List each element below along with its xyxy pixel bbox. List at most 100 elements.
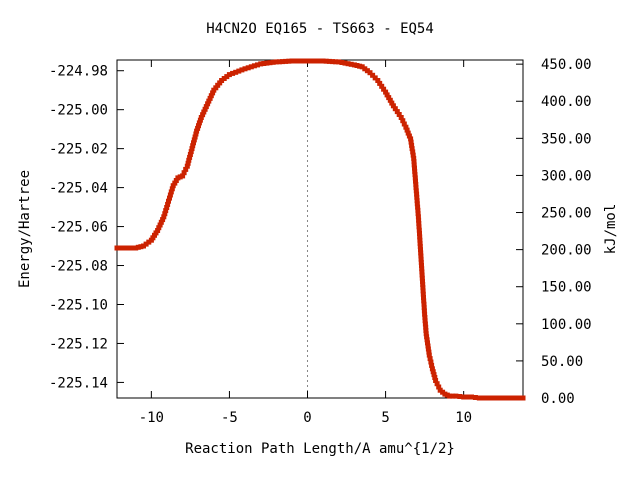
data-point [418,253,424,259]
y2-tick-label: 100.00 [541,317,592,333]
y2-tick-label: 0.00 [541,391,575,407]
y-tick-label: -225.06 [49,220,108,236]
data-point [433,378,439,383]
chart-title: H4CN2O EQ165 - TS663 - EQ54 [206,21,434,37]
data-point [418,256,424,262]
data-point [183,166,189,172]
data-point [421,295,426,300]
data-point [138,244,144,250]
data-point [419,263,424,268]
data-point [326,58,332,64]
data-point [264,60,270,66]
data-point [273,59,279,65]
data-point [410,152,416,158]
data-point [422,321,428,327]
data-point [362,66,368,72]
data-point [224,74,230,80]
y2-tick-label: 400.00 [541,94,592,110]
data-point [414,191,420,197]
data-point [424,334,430,340]
data-point [508,395,513,401]
data-point [425,343,431,349]
data-point [289,58,295,64]
data-point [133,245,139,251]
data-point [390,103,396,109]
data-point [415,207,421,213]
x-axis-label: Reaction Path Length/A amu^{1/2} [185,441,455,457]
data-point [420,282,426,287]
data-point [429,366,435,372]
y-axis-label: Energy/Hartree [17,170,33,288]
data-point [423,328,429,333]
data-point [410,149,416,155]
y2-tick-label: 250.00 [541,206,592,222]
data-point [417,231,422,236]
data-point [242,66,248,72]
data-point [416,224,422,230]
data-point [173,178,179,183]
data-point [387,97,393,103]
y-tick-label: -224.98 [49,64,108,80]
data-point [514,395,520,401]
data-point [357,63,363,69]
data-point [379,83,385,89]
data-point [165,201,171,207]
x-tick-label: -5 [221,410,238,426]
data-point [342,60,348,66]
data-point [323,58,329,64]
data-point [430,369,436,375]
data-point [188,149,194,155]
data-point [517,395,523,401]
data-point [416,221,422,226]
data-point [255,62,260,68]
data-point [155,228,161,233]
data-point [354,63,360,68]
data-point [157,222,163,228]
data-point [169,186,175,192]
data-point [396,112,402,117]
data-point [370,72,376,78]
data-point [207,95,213,101]
data-point [409,142,415,148]
series-markers [114,58,526,401]
data-point [127,245,132,251]
y-tick-label: -225.08 [49,259,108,275]
data-point [398,115,404,120]
data-point [417,237,423,243]
x-tick-label: 0 [303,410,311,426]
data-point [413,178,418,184]
plot-area: -10 -5 0 5 10 -224.98 -225.00 -225.02 -225.04 -22… [49,57,592,426]
data-point [298,58,304,64]
data-point [311,58,317,64]
data-point [384,92,390,98]
data-point [425,346,431,352]
data-point [421,308,427,314]
data-point [245,65,251,71]
data-point [295,58,301,64]
data-point [424,337,430,343]
data-point [181,170,187,176]
data-point [276,59,282,65]
data-point [409,146,415,152]
data-point [172,180,178,186]
data-point [189,146,195,152]
data-point [267,60,273,66]
data-point [420,288,426,294]
data-point [394,109,400,115]
data-point [230,70,236,76]
data-point [383,89,389,95]
data-point [233,69,239,75]
data-point [162,211,168,217]
data-point [114,245,120,251]
data-point [486,395,492,401]
y2-tick-label: 350.00 [541,131,592,147]
data-point [186,157,192,163]
data-point [412,165,417,171]
data-point [421,305,427,311]
data-point [419,275,425,281]
data-point [414,201,420,207]
data-point [425,340,430,346]
data-point [143,241,149,247]
data-point [339,60,345,65]
